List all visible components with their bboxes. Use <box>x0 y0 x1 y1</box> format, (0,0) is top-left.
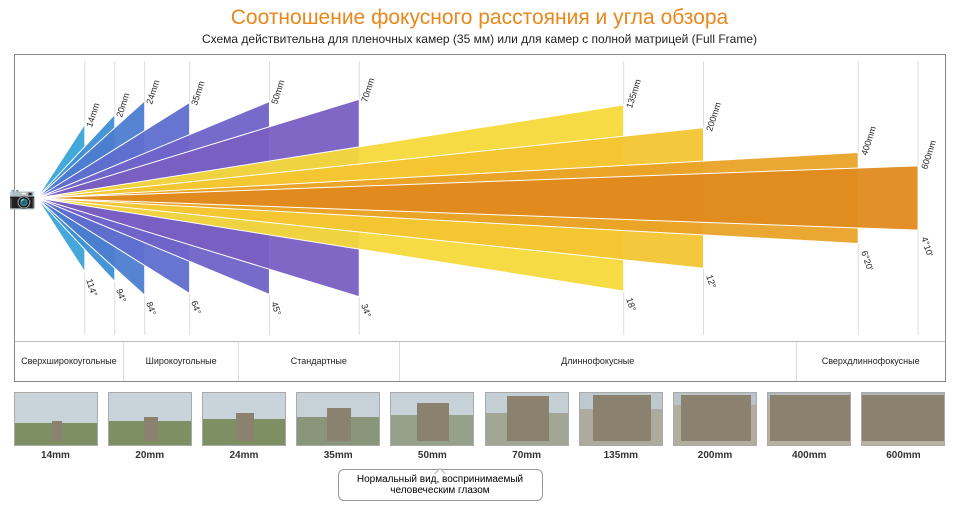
thumbnail-caption: 50mm <box>390 450 474 461</box>
thumbnail-caption: 35mm <box>296 450 380 461</box>
thumbnail-image <box>390 392 474 446</box>
thumbnail: 35mm <box>296 392 380 461</box>
thumbnail: 50mm <box>390 392 474 461</box>
thumbnail: 200mm <box>673 392 757 461</box>
thumbnail: 24mm <box>202 392 286 461</box>
category-label: Стандартные <box>239 342 400 381</box>
category-row: СверхширокоугольныеШирокоугольныеСтандар… <box>15 341 945 381</box>
thumbnail-caption: 600mm <box>861 450 945 461</box>
thumbnail-caption: 20mm <box>108 450 192 461</box>
thumbnail: 135mm <box>579 392 663 461</box>
category-label: Сверхширокоугольные <box>15 342 125 381</box>
thumbnail-image <box>108 392 192 446</box>
category-label: Длиннофокусные <box>400 342 797 381</box>
category-label: Широкоугольные <box>124 342 239 381</box>
thumbnail: 600mm <box>861 392 945 461</box>
thumbnail: 70mm <box>485 392 569 461</box>
callout-50mm: Нормальный вид, воспринимаемый человечес… <box>338 469 543 501</box>
thumbnail: 400mm <box>767 392 851 461</box>
cone-area: 📷 14mm114°20mm94°24mm84°35mm64°50mm45°70… <box>15 55 945 341</box>
thumbnail-image <box>861 392 945 446</box>
thumbnail-image <box>202 392 286 446</box>
thumbnail-caption: 14mm <box>14 450 98 461</box>
thumbnail-row: 14mm 20mm 24mm 35mm 50mm 70mm 135mm 200mm 400mm 6… <box>14 392 946 461</box>
focal-length-diagram: 📷 14mm114°20mm94°24mm84°35mm64°50mm45°70… <box>14 54 946 382</box>
thumbnail-image <box>296 392 380 446</box>
thumbnail-image <box>579 392 663 446</box>
thumbnail-image <box>485 392 569 446</box>
callout-line1: Нормальный вид, воспринимаемый <box>345 474 536 485</box>
subtitle: Схема действительна для пленочных камер … <box>0 30 959 46</box>
thumbnail-caption: 24mm <box>202 450 286 461</box>
thumbnail: 20mm <box>108 392 192 461</box>
callout-line2: человеческим глазом <box>345 485 536 496</box>
thumbnail-caption: 70mm <box>485 450 569 461</box>
thumbnail-caption: 135mm <box>579 450 663 461</box>
thumbnail-caption: 400mm <box>767 450 851 461</box>
thumbnail-image <box>673 392 757 446</box>
thumbnail: 14mm <box>14 392 98 461</box>
thumbnail-image <box>14 392 98 446</box>
category-label: Сверхдлиннофокусные <box>797 342 945 381</box>
main-title: Соотношение фокусного расстояния и угла … <box>0 0 959 30</box>
thumbnail-image <box>767 392 851 446</box>
thumbnail-caption: 200mm <box>673 450 757 461</box>
